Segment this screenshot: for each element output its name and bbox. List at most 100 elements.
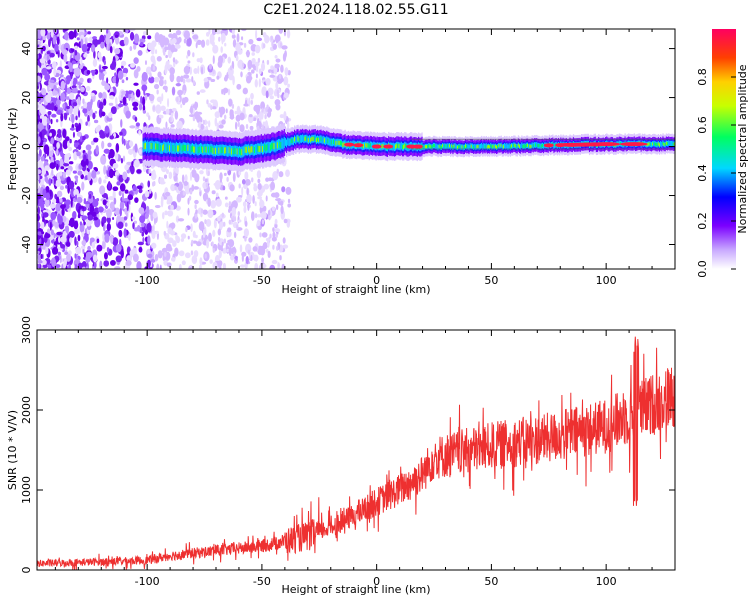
noise-blob — [37, 213, 40, 222]
ridge-core — [648, 142, 650, 146]
noise-blob — [221, 119, 226, 125]
noise-blob — [87, 149, 92, 156]
noise-blob — [149, 188, 152, 194]
noise-blob — [95, 144, 99, 155]
noise-blob — [37, 259, 43, 264]
noise-blob — [123, 138, 126, 146]
ridge-core — [448, 144, 451, 148]
noise-blob — [114, 47, 121, 55]
noise-blob — [219, 221, 225, 228]
noise-blob — [286, 121, 290, 129]
noise-blob — [133, 220, 138, 224]
noise-blob — [146, 205, 150, 216]
noise-blob — [138, 246, 143, 253]
noise-blob — [79, 63, 84, 70]
noise-blob — [205, 39, 210, 46]
noise-blob — [151, 225, 155, 231]
noise-blob — [217, 228, 222, 236]
noise-blob — [194, 213, 198, 219]
noise-blob — [180, 233, 187, 239]
colorbar-gradient — [712, 29, 736, 269]
ridge-band — [216, 144, 218, 156]
ridge-core — [438, 144, 440, 148]
noise-blob — [223, 114, 227, 120]
noise-blob — [68, 30, 75, 40]
noise-blob — [37, 179, 40, 190]
noise-blob — [81, 215, 88, 220]
noise-blob — [52, 35, 56, 45]
ridge-core — [236, 148, 238, 155]
noise-blob — [60, 204, 66, 209]
ridge-band — [296, 134, 298, 143]
noise-blob — [92, 36, 97, 40]
noise-blob — [244, 99, 248, 107]
ridge-core — [257, 145, 259, 152]
noise-blob — [110, 259, 116, 266]
noise-blob — [129, 125, 136, 129]
noise-blob — [46, 118, 50, 124]
ridge-band — [149, 140, 151, 153]
noise-blob — [77, 234, 81, 242]
noise-blob — [227, 56, 232, 64]
noise-blob — [89, 204, 95, 214]
noise-blob — [46, 50, 51, 55]
noise-blob — [56, 109, 63, 115]
noise-blob — [170, 257, 176, 262]
noise-blob — [170, 222, 176, 229]
noise-blob — [229, 184, 235, 192]
ridge-core — [244, 146, 246, 153]
noise-blob — [282, 52, 287, 62]
noise-blob — [256, 107, 260, 115]
ridge-band — [399, 142, 401, 151]
ridge-core — [491, 145, 493, 149]
noise-blob — [63, 258, 67, 267]
noise-blob — [222, 185, 226, 191]
noise-blob — [45, 94, 52, 103]
noise-blob — [191, 239, 194, 245]
noise-blob — [276, 89, 280, 95]
noise-blob — [250, 211, 255, 221]
noise-blob — [51, 168, 54, 176]
noise-blob — [195, 42, 198, 49]
ridge-band — [455, 144, 458, 150]
noise-blob — [112, 76, 117, 84]
noise-blob — [119, 183, 126, 192]
noise-blob — [196, 91, 200, 95]
noise-blob — [251, 177, 254, 183]
noise-blob — [101, 216, 107, 224]
noise-blob — [91, 241, 96, 249]
noise-blob — [207, 120, 211, 128]
ridge-band — [325, 137, 327, 145]
noise-blob — [125, 260, 132, 266]
noise-blob — [68, 98, 73, 109]
ridge-core — [341, 141, 343, 146]
snr-xtick-label: -50 — [253, 575, 271, 588]
ridge-core — [459, 145, 461, 149]
noise-blob — [256, 37, 263, 42]
noise-blob — [262, 43, 266, 49]
noise-blob — [48, 177, 52, 186]
noise-blob — [98, 72, 103, 81]
noise-blob — [146, 222, 152, 233]
noise-blob — [232, 39, 237, 48]
noise-blob — [143, 165, 147, 173]
noise-blob — [247, 201, 250, 212]
noise-blob — [97, 206, 104, 213]
noise-blob — [98, 177, 102, 185]
noise-blob — [266, 239, 270, 248]
ridge-core — [342, 142, 344, 148]
ridge-core — [439, 145, 442, 149]
noise-blob — [266, 107, 273, 113]
noise-blob — [224, 42, 227, 47]
noise-blob — [223, 221, 226, 227]
ridge-core — [490, 144, 492, 148]
noise-blob — [72, 170, 77, 174]
noise-blob — [275, 34, 279, 44]
noise-blob — [60, 243, 66, 249]
noise-blob — [74, 45, 78, 50]
noise-blob — [285, 169, 290, 178]
ridge-band — [289, 138, 291, 147]
noise-blob — [44, 165, 51, 171]
noise-blob — [96, 171, 101, 175]
noise-blob — [87, 31, 92, 35]
